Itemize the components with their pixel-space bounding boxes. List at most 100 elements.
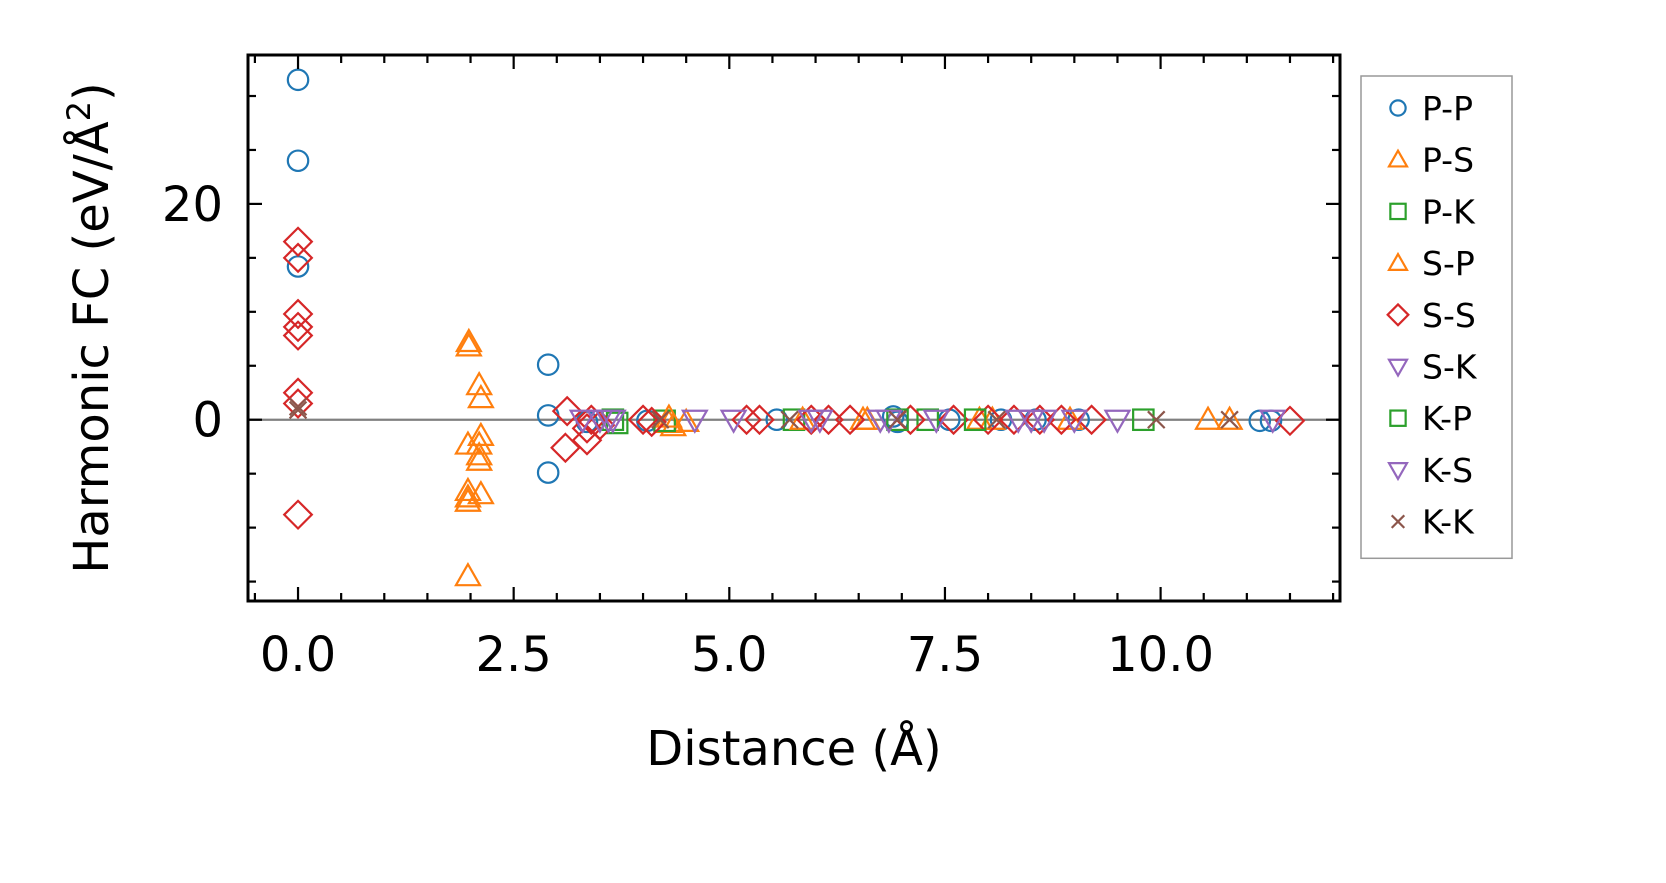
legend-label-k-s: K-S: [1422, 451, 1473, 490]
data-point-s-s: [584, 409, 616, 441]
y-axis-label-superscript: 2: [60, 101, 98, 121]
data-point-p-p: [765, 408, 789, 432]
data-point-s-s: [282, 311, 314, 343]
data-point-s-p: [788, 405, 817, 430]
data-point-s-k: [719, 409, 748, 434]
legend-label-p-k: P-K: [1422, 192, 1476, 231]
data-point-p-s: [466, 479, 495, 505]
data-point-p-s: [454, 476, 482, 502]
legend-label-s-s: S-S: [1422, 296, 1476, 335]
y-axis-label-close: ): [64, 82, 120, 101]
data-point-s-s: [282, 320, 314, 351]
data-point-s-p: [1215, 405, 1244, 430]
data-point-p-s: [1194, 405, 1222, 430]
data-point-s-s: [575, 404, 607, 436]
legend-marker-p-p: [1389, 99, 1407, 117]
legend-label-s-p: S-P: [1422, 244, 1475, 283]
data-point-p-s: [454, 487, 482, 512]
series-k-k: [288, 397, 1239, 429]
data-point-p-p: [536, 461, 560, 484]
data-point-s-k: [1060, 409, 1089, 434]
data-point-k-p: [886, 408, 909, 432]
data-point-s-s: [834, 404, 866, 436]
data-point-s-k: [922, 409, 951, 434]
data-point-s-s: [551, 395, 583, 427]
data-point-s-k: [568, 409, 597, 434]
data-point-k-s: [1017, 409, 1046, 434]
data-point-p-s: [454, 332, 483, 357]
data-point-s-s: [282, 226, 314, 258]
series-k-p: [886, 408, 987, 432]
data-point-s-k: [680, 409, 709, 434]
data-point-s-s: [938, 404, 969, 436]
data-point-p-s: [466, 383, 495, 409]
x-tick-label: 2.5: [475, 627, 551, 683]
data-point-s-s: [731, 404, 762, 436]
data-point-s-s: [1046, 404, 1077, 436]
data-point-k-k: [651, 410, 670, 429]
y-axis-label-main: Harmonic FC (eV/Å: [63, 121, 120, 574]
data-point-s-s: [636, 406, 668, 438]
tick-labels: 0.0 2.5 5.0 7.5 10.0 0 20: [162, 177, 1214, 683]
data-point-p-s: [454, 430, 482, 455]
legend-marker-p-k: [1389, 202, 1407, 221]
legend-label-s-k: S-K: [1422, 348, 1478, 387]
x-tick-label: 10.0: [1107, 627, 1214, 683]
data-point-s-s: [282, 388, 314, 419]
y-tick-label: 20: [162, 177, 223, 233]
data-point-s-s: [282, 499, 314, 531]
data-point-s-k: [1103, 409, 1132, 434]
data-point-s-s: [627, 404, 659, 436]
y-axis-label: Harmonic FC (eV/Å2): [60, 82, 120, 574]
x-tick-label: 0.0: [260, 627, 336, 683]
data-point-p-k: [916, 408, 939, 432]
data-point-p-p: [881, 405, 905, 428]
data-point-k-k: [780, 410, 799, 429]
data-point-k-k: [288, 397, 308, 416]
data-point-s-s: [1076, 404, 1107, 436]
legend-label-p-p: P-P: [1422, 89, 1473, 128]
data-point-p-p: [286, 149, 310, 173]
data-point-k-k: [987, 410, 1006, 429]
legend-label-p-s: P-S: [1422, 141, 1474, 180]
data-point-k-p: [963, 408, 987, 432]
data-point-p-s: [465, 446, 494, 471]
legend-marker-p-s: [1387, 148, 1409, 168]
data-point-p-s: [454, 327, 483, 353]
legend-marker-k-k: [1390, 514, 1406, 529]
data-point-p-s: [465, 370, 494, 396]
data-point-p-p: [286, 68, 310, 92]
data-point-k-k: [1220, 410, 1239, 429]
data-point-s-s: [998, 404, 1030, 436]
legend-box: [1360, 75, 1513, 560]
data-point-p-s: [454, 561, 482, 587]
legend-marker-k-s: [1387, 462, 1409, 482]
y-tick-label: 0: [192, 393, 223, 449]
data-point-k-s: [594, 409, 623, 434]
legend: P-P P-S P-K S-P S-S S-K K-P K-S K-K: [1360, 75, 1513, 560]
x-axis-label: Distance (Å): [646, 720, 941, 777]
data-point-s-s: [282, 242, 314, 274]
data-point-k-s: [797, 409, 826, 434]
data-point-k-k: [288, 400, 308, 420]
data-point-k-k: [888, 410, 907, 429]
data-point-k-k: [1147, 410, 1166, 429]
data-point-p-k: [1132, 408, 1155, 432]
data-point-s-s: [744, 404, 775, 436]
legend-marker-s-k: [1387, 358, 1409, 378]
legend-label-k-k: K-K: [1422, 503, 1475, 542]
data-point-s-s: [972, 404, 1004, 436]
data-point-s-s: [1024, 404, 1056, 436]
legend-marker-s-s: [1386, 302, 1410, 327]
legend-marker-k-p: [1389, 409, 1407, 427]
x-tick-label: 5.0: [691, 627, 767, 683]
data-point-p-s: [672, 407, 701, 432]
data-point-s-s: [813, 404, 844, 436]
data-point-p-p: [536, 353, 560, 376]
data-point-s-s: [282, 298, 314, 330]
x-tick-label: 7.5: [907, 627, 983, 683]
legend-label-k-p: K-P: [1422, 399, 1472, 438]
plot-area: [248, 68, 1340, 587]
legend-marker-s-p: [1387, 251, 1409, 271]
